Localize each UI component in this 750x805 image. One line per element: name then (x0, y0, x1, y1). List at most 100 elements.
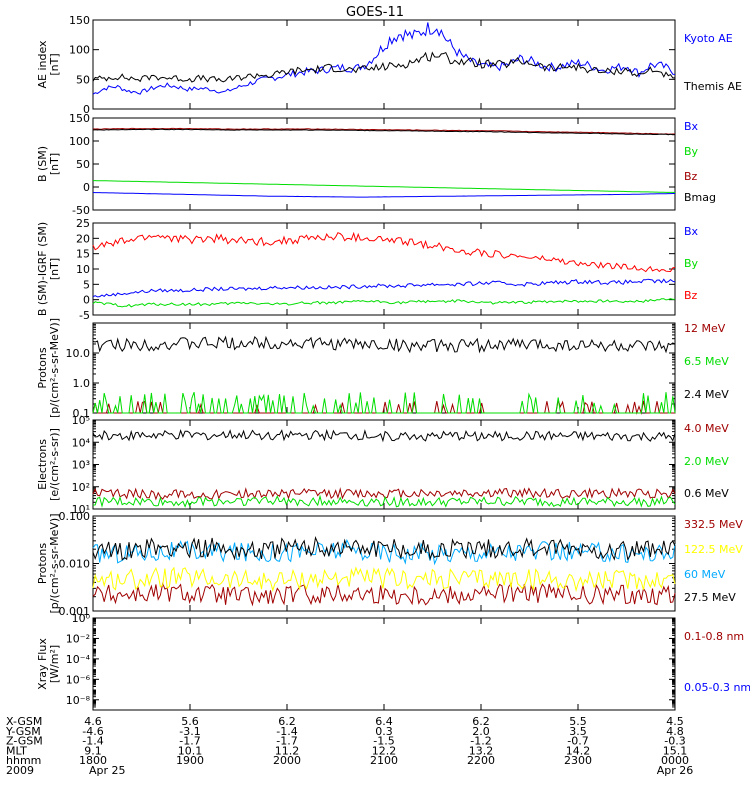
panel-frame (92, 19, 676, 110)
legend-label: 332.5 MeV (684, 518, 743, 531)
legend-label: 27.5 MeV (684, 591, 736, 604)
y-tick-label: 5 (83, 278, 90, 291)
panel-protons_high: 0.1 1.0 10.0 Protons[p/(cm²-s-sr-MeV)] 12 Me… (36, 318, 729, 420)
y-tick-label: 20 (76, 232, 90, 245)
y-axis-label-line: [nT] (48, 53, 61, 75)
legend-label: 2.4 MeV (684, 388, 729, 401)
series-line-bx (92, 192, 675, 198)
y-axis-label-line: [p/(cm²-s-sr-MeV)] (48, 514, 61, 614)
y-axis-label-line: Xray Flux (36, 638, 49, 690)
y-axis-label-line: [nT] (48, 258, 61, 280)
x-axis-cell: -1.7 (179, 735, 200, 748)
y-tick-label: 0 (83, 294, 90, 307)
legend-label: By (684, 145, 699, 158)
panel-frame (92, 515, 676, 612)
x-axis-cell: -1.4 (82, 735, 103, 748)
y-tick-label: -50 (72, 204, 90, 217)
panel-frame (92, 117, 676, 211)
y-axis-label-line: B (SM) (36, 146, 49, 182)
y-tick-label: 100 (69, 135, 90, 148)
y-axis-label: Xray Flux[W/m²] (36, 638, 61, 690)
series-line-bmag (92, 128, 676, 136)
y-tick-label: 15 (76, 248, 90, 261)
legend-label: Bz (684, 170, 698, 183)
x-axis-cell: 2200 (467, 754, 495, 767)
legend-label: Kyoto AE (684, 32, 733, 45)
y-tick-label: 50 (76, 73, 90, 86)
legend-label: By (684, 257, 699, 270)
panel-bsm: -50 0 50 100 150 B (SM)[nT] Bx By Bz Bmag (36, 112, 716, 217)
legend-label: 0.05-0.3 nm (684, 681, 750, 694)
x-axis-cell: 10.1 (178, 744, 203, 757)
series-line-bx (92, 278, 676, 298)
y-axis-label-line: [W/m²] (48, 645, 61, 683)
series-line-bz (92, 231, 676, 273)
y-tick-label: 100 (69, 44, 90, 57)
y-tick-label: 150 (69, 112, 90, 125)
legend-label: Themis AE (683, 80, 742, 93)
x-axis-cell: 4.8 (666, 725, 684, 738)
x-axis-cell: -1.2 (470, 735, 491, 748)
y-axis-label-line: [p/(cm²-s-sr-MeV)] (48, 318, 61, 418)
y-axis-label: AE index[nT] (36, 40, 61, 89)
y-tick-label: 0.001 (59, 605, 91, 618)
x-axis-cell: 0.3 (375, 725, 393, 738)
series-line-2-0-mev (92, 494, 676, 508)
x-axis-cell: -1.5 (373, 735, 394, 748)
x-axis-cell: Apr 26 (657, 764, 694, 777)
y-tick-label: 0 (83, 181, 90, 194)
x-axis-table: X-GSMY-GSMZ-GSMMLThhmm20094.6-4.6-1.49.1… (5, 715, 693, 777)
panel-xray: 10⁰ 10⁻² 10⁻⁴ 10⁻⁶ 10⁻⁸ Xray Flux[W/m²] 0.1-0.… (36, 612, 750, 711)
y-axis-label: B (SM)[nT] (36, 146, 61, 182)
x-axis-cell: 4.5 (666, 715, 684, 728)
y-axis-label: Electrons[e/(cm²-s-sr)] (36, 428, 61, 501)
y-tick-label: 10.0 (66, 347, 91, 360)
panel-protons_low: 0.0010.0100.100Protons[p/(cm²-s-sr-MeV)]… (36, 510, 743, 618)
y-tick-label: 10 (76, 263, 90, 276)
y-tick-label: 1.0 (73, 377, 91, 390)
y-tick-label: 10⁻⁶ (66, 673, 91, 686)
y-tick-label: 10⁻² (66, 632, 90, 645)
legend-label: 60 MeV (684, 568, 726, 581)
x-axis-cell: 2300 (564, 754, 592, 767)
x-axis-cell: -3.1 (179, 725, 200, 738)
x-axis-cell: 2000 (273, 754, 301, 767)
y-tick-label: 150 (69, 14, 90, 27)
x-axis-cell: 1900 (176, 754, 204, 767)
legend-label: 12 MeV (684, 322, 726, 335)
panel-frame (92, 617, 676, 711)
y-axis-label-line: AE index (36, 40, 49, 89)
series-line-2-4-mev (92, 335, 676, 354)
y-tick-label: 10⁻⁸ (66, 694, 91, 707)
x-axis-row-label: Z-GSM (6, 735, 43, 748)
x-axis-cell: 5.5 (569, 715, 587, 728)
series-line-60-mev (92, 538, 676, 566)
x-axis-cell: 4.6 (84, 715, 102, 728)
x-axis-cell: 12.2 (372, 744, 397, 757)
panel-ae: 0 50 100 150 AE index[nT] Kyoto AE Themis AE (36, 14, 742, 116)
series-line-0-6-mev (92, 428, 676, 443)
legend-label: 122.5 MeV (684, 543, 743, 556)
series-line-kyoto-ae (92, 22, 676, 95)
series-line-122-5-mev (92, 566, 676, 593)
x-axis-cell: 3.5 (569, 725, 587, 738)
legend-label: Bz (684, 289, 698, 302)
legend-label: Bmag (684, 191, 716, 204)
y-tick-label: 10⁵ (72, 414, 90, 427)
x-axis-row-label: MLT (6, 744, 27, 757)
y-axis-label-line: Protons (36, 347, 49, 388)
x-axis-cell: -1.4 (276, 725, 297, 738)
x-axis-cell: -0.7 (567, 735, 588, 748)
series-line-by (92, 298, 676, 308)
x-axis-cell: 15.1 (663, 744, 688, 757)
legend-label: Bx (684, 120, 699, 133)
series-line-6-5-mev (92, 392, 676, 414)
x-axis-cell: 9.1 (84, 744, 102, 757)
x-axis-cell: 1800 (79, 754, 107, 767)
x-axis-row-label: X-GSM (6, 715, 42, 728)
x-axis-cell: 13.2 (469, 744, 494, 757)
x-axis-cell: 2.0 (472, 725, 490, 738)
panel-bigrf: -5 0 5 10 15 20 25 B (SM)-IGRF (SM)[nT] Bx By Bz (36, 217, 699, 322)
